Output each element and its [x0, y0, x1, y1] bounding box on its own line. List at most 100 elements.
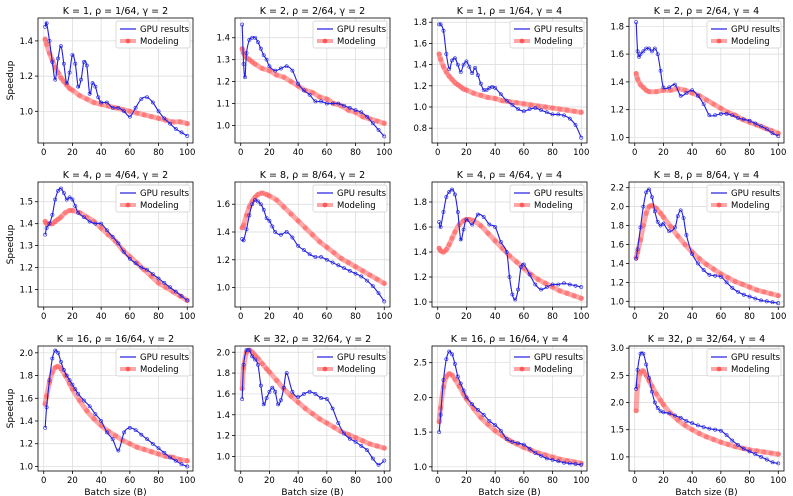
gpu-point — [179, 130, 184, 135]
x-tick-label: 20 — [461, 476, 472, 486]
gpu-point — [44, 21, 49, 26]
x-tick-label: 40 — [687, 148, 698, 158]
gpu-point — [247, 38, 252, 42]
gpu-point — [359, 110, 364, 115]
legend-box — [115, 184, 191, 213]
gpu-point — [661, 85, 666, 90]
x-tick-label: 60 — [321, 312, 332, 322]
gpu-point — [76, 84, 81, 89]
legend-gpu-label: GPU results — [731, 189, 781, 199]
axes-frame — [234, 181, 391, 308]
y-tick-label: 1.0 — [610, 133, 624, 143]
y-tick-label: 1.4 — [19, 220, 33, 230]
modeling-point — [446, 241, 452, 248]
y-axis-label: Speedup — [6, 388, 16, 428]
gpu-point — [453, 56, 457, 61]
modeling-point — [367, 441, 373, 447]
modeling-point — [84, 96, 90, 102]
subplot-7: 0 20 40 60 80 100 1.0 1.2 1.4 1.6 1.8 K = 4, ρ = 4/… — [413, 170, 589, 322]
gpu-point — [736, 116, 740, 120]
x-tick-label: 80 — [153, 312, 164, 322]
y-tick-label: 1.4 — [216, 228, 230, 238]
gpu-point — [550, 282, 555, 287]
legend-model-label: Modeling — [337, 37, 376, 47]
y-tick-label: 1.6 — [413, 223, 427, 233]
y-tick-label: 1.4 — [413, 61, 427, 71]
subplot-6: 0 20 40 60 80 100 1.0 1.2 1.4 1.6 K = 8, ρ = 8/64,… — [216, 170, 392, 322]
legend-gpu-label: GPU results — [140, 353, 190, 363]
gpu-point — [67, 195, 72, 200]
gpu-point — [56, 350, 60, 355]
modeling-point — [571, 293, 577, 299]
modeling-point — [317, 94, 323, 100]
modeling-point — [478, 223, 484, 229]
gpu-point — [695, 423, 700, 428]
gpu-point — [513, 297, 518, 302]
gpu-series-line — [635, 351, 779, 464]
gpu-point — [661, 221, 666, 226]
y-tick-label: 1.0 — [413, 103, 427, 113]
x-tick-label: 100 — [179, 148, 195, 158]
gpu-point — [250, 35, 255, 40]
gpu-point — [133, 428, 138, 432]
gpu-point — [53, 348, 58, 353]
modeling-point — [657, 397, 664, 403]
gpu-series-line — [44, 349, 188, 467]
gpu-point — [319, 396, 324, 400]
legend-model-label: Modeling — [534, 365, 573, 375]
gpu-point — [713, 273, 718, 278]
modeling-point — [288, 393, 294, 399]
gpu-point — [370, 456, 375, 461]
modeling-point — [91, 416, 97, 422]
plot-area — [633, 351, 781, 466]
gpu-point — [342, 266, 346, 271]
x-tick-label: 20 — [461, 148, 472, 158]
gpu-point — [533, 282, 538, 287]
gpu-point — [730, 113, 735, 118]
modeling-point — [252, 61, 258, 67]
gpu-point — [652, 46, 657, 51]
gpu-point — [244, 227, 249, 232]
modeling-point — [633, 408, 639, 414]
gpu-point — [776, 301, 781, 306]
gpu-point — [347, 268, 352, 273]
gpu-point — [667, 411, 672, 416]
legend-box — [509, 184, 585, 213]
subplot-9: 0 20 40 60 80 100 1.0 1.2 1.4 1.6 1.8 2.0 K = 16, ρ … — [6, 334, 195, 496]
legend-model-label: Modeling — [140, 37, 179, 47]
modeling-point — [640, 368, 646, 374]
gpu-point — [681, 216, 686, 220]
gpu-point — [185, 298, 190, 303]
gpu-point — [70, 197, 75, 202]
y-tick-label: 1.2 — [216, 256, 230, 266]
modeling-point — [640, 222, 646, 229]
gpu-point — [498, 428, 503, 433]
legend-model-label: Modeling — [140, 201, 179, 211]
gpu-point — [487, 222, 492, 227]
gpu-point — [247, 213, 252, 218]
gpu-point — [650, 389, 654, 394]
modeling-point — [91, 99, 97, 106]
gpu-point — [678, 93, 683, 98]
gpu-point — [450, 58, 454, 63]
gpu-point — [481, 412, 486, 417]
modeling-point — [440, 64, 447, 70]
gpu-point — [438, 412, 443, 417]
plot-area — [42, 348, 190, 469]
legend-gpu-label: GPU results — [534, 25, 584, 35]
subplot-2: 0 20 40 60 80 100 1.0 1.1 1.2 1.3 1.4 K = 2, ρ = 2/… — [216, 6, 392, 158]
gpu-point — [179, 462, 184, 467]
gpu-point — [336, 263, 341, 268]
x-tick-label: 40 — [490, 476, 501, 486]
modeling-point — [77, 397, 83, 404]
modeling-point — [633, 70, 639, 77]
subplot-1: 0 20 40 60 80 100 1.0 1.2 1.4 K = 1, ρ = 1/64, γ … — [6, 6, 195, 158]
modeling-point — [317, 239, 323, 245]
gpu-point — [450, 352, 454, 357]
modeling-point — [345, 259, 351, 266]
gpu-point — [635, 247, 640, 252]
modeling-point — [352, 264, 359, 270]
legend-model-marker — [322, 366, 328, 372]
gpu-point — [510, 102, 515, 107]
y-tick-label: 1.5 — [413, 428, 427, 438]
